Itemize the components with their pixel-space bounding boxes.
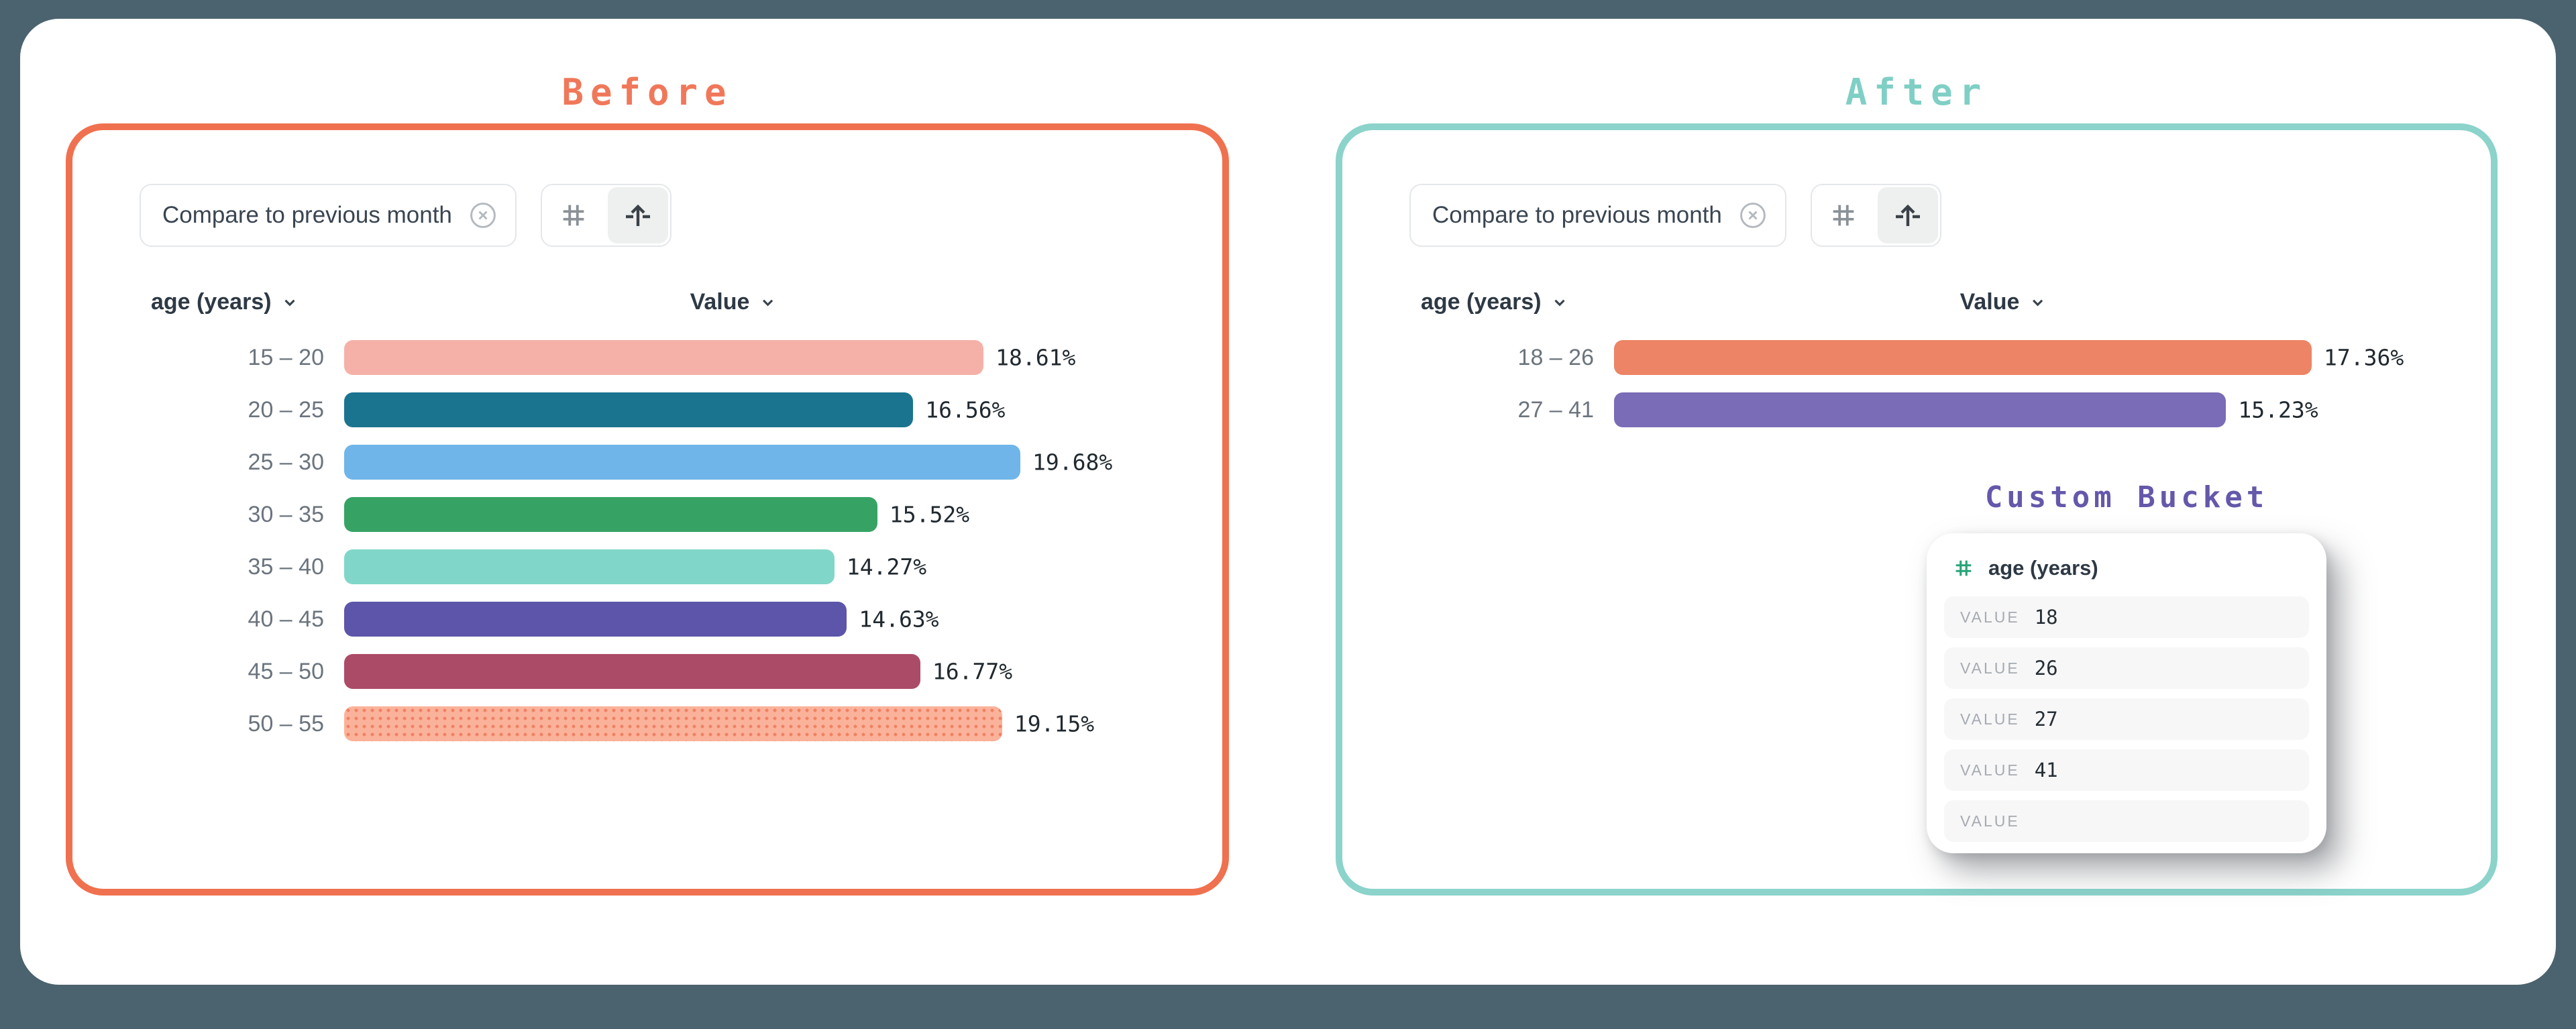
bar-27-41[interactable]: 15.23%: [1614, 392, 2318, 427]
pull-up-button[interactable]: [607, 187, 668, 243]
chevron-down-icon: [1554, 299, 1565, 306]
bucket-range-label: 25 – 30: [248, 449, 324, 475]
bar-50-55[interactable]: 19.15%: [344, 706, 1094, 741]
bucket-range-label: 20 – 25: [248, 396, 324, 423]
bar-value-label: 14.63%: [859, 606, 939, 633]
bucket-range-label: 18 – 26: [1517, 344, 1594, 370]
custom-bucket-card: age (years) VALUE 18 VALUE 26 VALUE 27 V…: [1927, 533, 2326, 853]
value-input[interactable]: VALUE 41: [1944, 749, 2309, 791]
after-title: After: [1845, 71, 1988, 113]
bucket-range-label: 30 – 35: [248, 501, 324, 527]
value-input-text: 27: [2034, 708, 2058, 730]
bar-20-25[interactable]: 16.56%: [344, 392, 1005, 427]
before-toolbar-row: Compare to previous month: [140, 184, 672, 247]
bar-25-30[interactable]: 19.68%: [344, 445, 1112, 480]
custom-bucket-title: Custom Bucket: [1984, 480, 2269, 514]
table-row: 35 – 40 14.27%: [72, 541, 1222, 593]
value-input[interactable]: VALUE: [1944, 800, 2309, 842]
bucket-range-label: 50 – 55: [248, 710, 324, 737]
before-dimension-label: age (years): [151, 289, 272, 315]
after-panel: Compare to previous month: [1336, 123, 2498, 896]
bar-value-label: 18.61%: [996, 344, 1076, 371]
x-circle-icon[interactable]: [1738, 201, 1768, 230]
table-row: 27 – 41 15.23%: [1342, 384, 2491, 436]
before-panel: Compare to previous month: [66, 123, 1229, 896]
bar-value-label: 17.36%: [2324, 344, 2404, 371]
bucket-range-label: 15 – 20: [248, 344, 324, 370]
pull-up-button[interactable]: [1877, 187, 1938, 243]
before-bar-chart: 15 – 20 18.61% 20 – 25 16.56% 25 – 30 19…: [72, 331, 1222, 750]
value-input-label: VALUE: [1960, 812, 2020, 830]
before-measure-label: Value: [690, 289, 750, 315]
bar-value-label: 15.23%: [2238, 396, 2318, 423]
custom-bucket-field: age (years): [1944, 549, 2309, 587]
value-input[interactable]: VALUE 27: [1944, 698, 2309, 740]
hash-grid-button[interactable]: [542, 185, 606, 246]
bar-40-45[interactable]: 14.63%: [344, 602, 939, 637]
x-circle-icon[interactable]: [468, 201, 498, 230]
bar-18-26[interactable]: 17.36%: [1614, 340, 2404, 375]
bar-15-20[interactable]: 18.61%: [344, 340, 1075, 375]
table-row: 18 – 26 17.36%: [1342, 331, 2491, 384]
bucket-range-label: 40 – 45: [248, 606, 324, 632]
bucket-range-label: 35 – 40: [248, 553, 324, 580]
bucket-range-label: 27 – 41: [1517, 396, 1594, 423]
bar-value-label: 19.68%: [1032, 449, 1113, 476]
table-row: 30 – 35 15.52%: [72, 488, 1222, 541]
after-toolbar-row: Compare to previous month: [1409, 184, 1941, 247]
value-input[interactable]: VALUE 26: [1944, 647, 2309, 689]
pull-up-arrow-icon: [1895, 204, 1920, 226]
table-row: 25 – 30 19.68%: [72, 436, 1222, 488]
value-input-text: 26: [2034, 657, 2058, 680]
compare-filter-chip[interactable]: Compare to previous month: [140, 184, 517, 247]
table-row: 40 – 45 14.63%: [72, 593, 1222, 645]
value-input-text: 18: [2034, 606, 2058, 629]
value-input-label: VALUE: [1960, 608, 2020, 626]
before-dimension-header[interactable]: age (years): [151, 289, 299, 315]
table-row: 15 – 20 18.61%: [72, 331, 1222, 384]
bar-35-40[interactable]: 14.27%: [344, 549, 926, 584]
bar-value-label: 16.77%: [932, 658, 1013, 685]
compare-filter-label: Compare to previous month: [1432, 202, 1722, 228]
value-input-label: VALUE: [1960, 659, 2020, 677]
after-measure-header[interactable]: Value: [1960, 289, 2047, 315]
bar-value-label: 19.15%: [1014, 710, 1095, 737]
table-row: 45 – 50 16.77%: [72, 645, 1222, 698]
value-input-label: VALUE: [1960, 710, 2020, 728]
value-input-text: 41: [2034, 759, 2058, 781]
chart-mode-toggle: [540, 184, 672, 247]
chart-mode-toggle: [1810, 184, 1941, 247]
value-input-label: VALUE: [1960, 761, 2020, 779]
bar-value-label: 14.27%: [846, 553, 927, 580]
after-dimension-header[interactable]: age (years): [1421, 289, 1568, 315]
table-row: 50 – 55 19.15%: [72, 698, 1222, 750]
compare-filter-chip[interactable]: Compare to previous month: [1409, 184, 1786, 247]
bucket-range-label: 45 – 50: [248, 658, 324, 684]
pull-up-arrow-icon: [625, 204, 650, 226]
before-title: Before: [561, 71, 733, 113]
bar-value-label: 16.56%: [925, 396, 1006, 423]
before-measure-header[interactable]: Value: [690, 289, 777, 315]
value-input[interactable]: VALUE 18: [1944, 596, 2309, 638]
bar-45-50[interactable]: 16.77%: [344, 654, 1012, 689]
bar-value-label: 15.52%: [889, 501, 970, 528]
hash-grid-icon: [564, 205, 584, 226]
compare-filter-label: Compare to previous month: [162, 202, 452, 228]
hash-grid-icon: [1833, 205, 1854, 226]
hash-grid-icon: [1955, 560, 1972, 576]
bar-30-35[interactable]: 15.52%: [344, 497, 969, 532]
hash-grid-button[interactable]: [1812, 185, 1876, 246]
after-bar-chart: 18 – 26 17.36% 27 – 41 15.23%: [1342, 331, 2491, 436]
chevron-down-icon: [2032, 299, 2043, 306]
chevron-down-icon: [762, 299, 773, 306]
custom-bucket-field-label: age (years): [1988, 556, 2098, 580]
after-dimension-label: age (years): [1421, 289, 1542, 315]
chevron-down-icon: [284, 299, 295, 306]
after-measure-label: Value: [1960, 289, 2020, 315]
table-row: 20 – 25 16.56%: [72, 384, 1222, 436]
